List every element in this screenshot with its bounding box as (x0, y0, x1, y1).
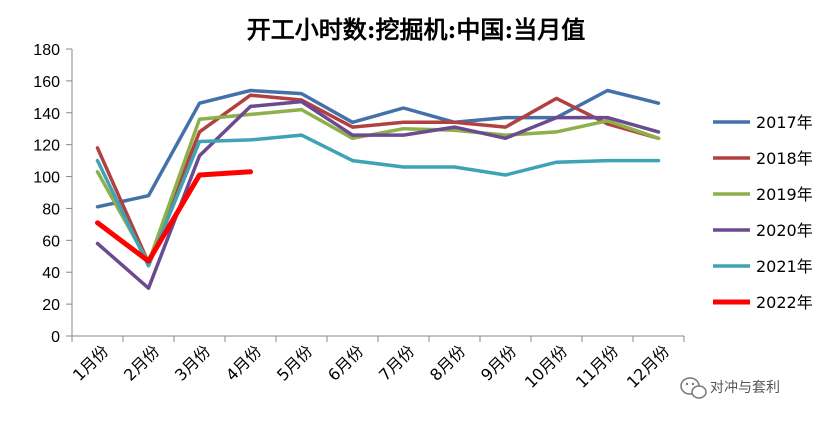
legend-label: 2022年 (756, 293, 813, 312)
series-line-4 (95, 133, 661, 268)
series-line-5 (95, 169, 253, 264)
x-tick-label: 8月份 (426, 341, 469, 384)
legend-label: 2017年 (756, 113, 813, 132)
legend-label: 2018年 (756, 149, 813, 168)
legend-label: 2021年 (756, 257, 813, 276)
y-tick-label: 180 (33, 42, 60, 59)
x-tick-label: 4月份 (222, 341, 265, 384)
watermark-text: 对冲与套利 (710, 380, 780, 396)
series-line-3 (95, 99, 661, 290)
wechat-icon (680, 377, 707, 399)
y-tick-label: 60 (42, 233, 60, 250)
y-tick-label: 20 (42, 297, 60, 314)
legend-label: 2019年 (756, 185, 813, 204)
legend: 2017年 2018年 2019年 2020年 2021年 2022年 (713, 113, 813, 312)
x-tick-label: 7月份 (375, 341, 418, 384)
x-tick-label: 6月份 (324, 341, 367, 384)
y-tick-label: 80 (42, 201, 60, 218)
x-tick-label: 10月份 (521, 341, 571, 391)
y-tick-label: 40 (42, 265, 60, 282)
series-group (95, 88, 661, 290)
x-tick-label: 2月份 (120, 341, 163, 384)
x-tick-label: 11月份 (572, 341, 622, 391)
y-tick-label: 120 (33, 138, 60, 155)
x-tick-label: 5月份 (273, 341, 316, 384)
x-tick-label: 3月份 (171, 341, 214, 384)
series-line-1 (95, 93, 661, 265)
axes: 0 20 40 60 80 100 120 140 160 180 1月份 2月份 3月份 4月份 5月份 6… (33, 42, 685, 392)
y-tick-label: 100 (33, 170, 60, 187)
x-tick-label: 1月份 (69, 341, 112, 384)
series-line-0 (95, 88, 661, 209)
chart-title: 开工小时数:挖掘机:中国:当月值 (247, 15, 586, 44)
y-tick-label: 140 (33, 106, 60, 123)
y-tick-label: 160 (33, 74, 60, 91)
legend-label: 2020年 (756, 221, 813, 240)
watermark: 对冲与套利 (680, 377, 780, 399)
x-tick-label: 12月份 (623, 341, 673, 391)
x-tick-label: 9月份 (477, 341, 520, 384)
y-tick-label: 0 (51, 329, 60, 346)
